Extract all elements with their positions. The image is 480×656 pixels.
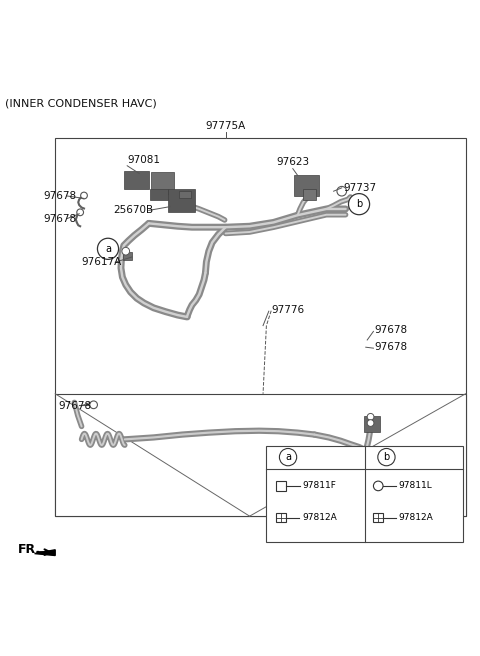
Text: 97678: 97678 [374,325,408,335]
Bar [168,190,195,213]
Bar [123,252,132,260]
Circle shape [367,413,374,420]
Bar [124,171,149,190]
Text: 97812A: 97812A [398,513,433,522]
Text: 97812A: 97812A [302,513,336,522]
Text: 97811L: 97811L [398,482,432,491]
Text: 25670B: 25670B [113,205,153,215]
Text: 97737: 97737 [343,183,376,193]
Circle shape [337,186,347,196]
Circle shape [77,209,84,216]
Circle shape [97,238,119,259]
Text: 97678: 97678 [43,191,76,201]
Bar [266,445,463,542]
Circle shape [373,481,383,491]
Bar [150,190,168,200]
Text: 97678: 97678 [374,342,408,352]
Text: 97776: 97776 [271,305,304,315]
Circle shape [279,449,297,466]
Text: 97678: 97678 [59,401,92,411]
Text: 97811F: 97811F [302,482,336,491]
Text: 97775A: 97775A [205,121,246,131]
Polygon shape [35,550,55,556]
Bar [364,416,381,432]
Circle shape [122,247,130,255]
Circle shape [81,192,87,199]
Text: a: a [105,244,111,254]
Text: 97617A: 97617A [82,257,122,267]
Text: 97081: 97081 [127,155,160,165]
Circle shape [90,401,97,409]
Text: (INNER CONDENSER HAVC): (INNER CONDENSER HAVC) [5,98,156,108]
Text: b: b [384,452,390,462]
Text: 97678: 97678 [43,214,76,224]
Text: 97623: 97623 [276,157,309,167]
Bar [55,138,466,516]
Text: FR.: FR. [18,543,41,556]
Bar [294,175,319,195]
Circle shape [348,194,370,215]
Bar [55,394,466,516]
Bar [303,190,316,200]
Bar [276,481,286,491]
Circle shape [378,449,395,466]
Bar [151,173,174,194]
Circle shape [367,420,374,426]
Text: b: b [356,199,362,209]
Bar [276,513,286,522]
Bar [373,513,383,522]
Bar [179,191,191,198]
Text: a: a [285,452,291,462]
